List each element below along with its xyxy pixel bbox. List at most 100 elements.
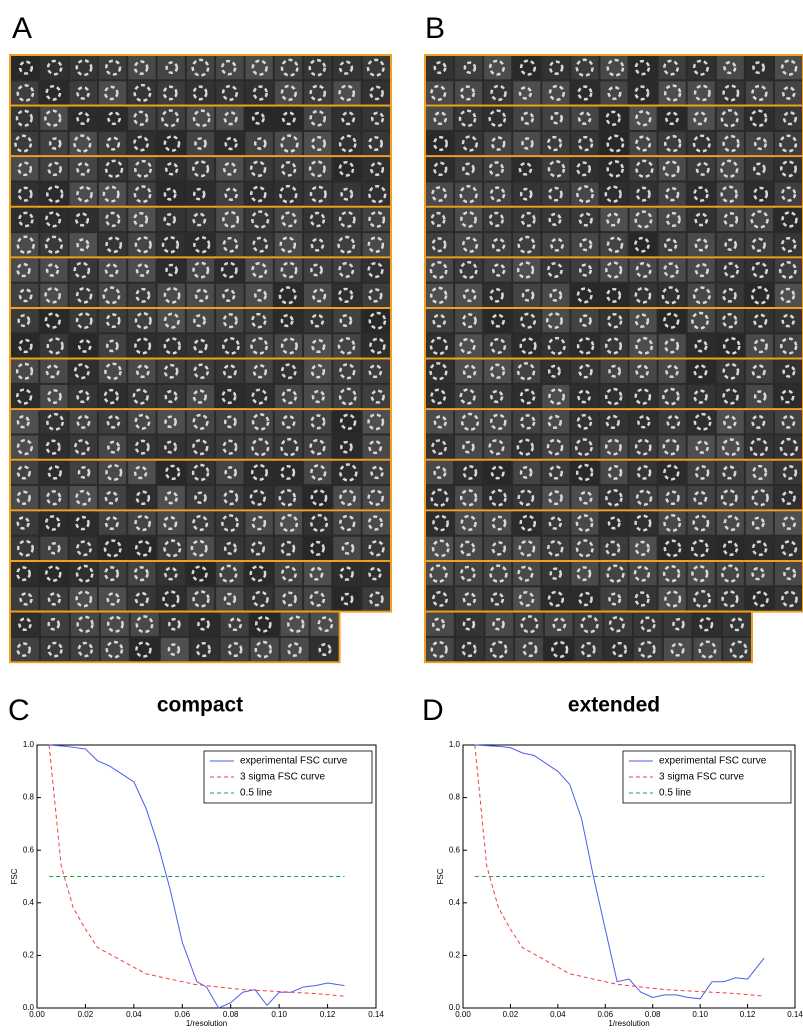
image-tile: [333, 587, 361, 611]
image-tile: [40, 81, 68, 105]
particle: [310, 313, 325, 328]
image-tile: [245, 460, 273, 485]
image-tile: [745, 562, 773, 586]
particle: [519, 59, 537, 76]
image-tile: [245, 359, 273, 383]
y-axis-label: FSC: [436, 868, 445, 884]
particle: [461, 641, 477, 658]
image-tile: [98, 486, 127, 510]
image-tile: [69, 486, 97, 510]
image-tile: [362, 233, 390, 257]
image-tile: [186, 233, 215, 257]
image-tile: [274, 106, 303, 130]
particle: [370, 389, 385, 404]
x-tick-label: 0.08: [645, 1010, 661, 1019]
particle: [723, 262, 740, 278]
image-tile: [513, 511, 541, 535]
image-tile: [455, 81, 483, 105]
particle: [459, 85, 476, 101]
image-tile: [600, 157, 628, 181]
particle: [691, 311, 709, 330]
particle: [14, 134, 33, 153]
particle: [635, 186, 651, 202]
image-tile: [157, 56, 185, 80]
particle: [195, 641, 211, 658]
particle: [105, 211, 121, 228]
image-tile: [69, 410, 97, 434]
particle: [780, 389, 795, 404]
particle: [280, 540, 296, 556]
particle: [16, 388, 33, 405]
particle: [76, 111, 90, 125]
image-tile: [629, 182, 657, 206]
particle: [634, 514, 652, 532]
image-tile: [128, 309, 156, 333]
particle: [17, 161, 33, 177]
particle: [309, 591, 326, 607]
image-tile: [11, 56, 39, 80]
particle: [722, 288, 737, 303]
particle: [607, 465, 623, 480]
image-tile: [304, 131, 332, 156]
image-tile: [571, 283, 599, 307]
particle: [782, 465, 798, 480]
image-tile: [484, 334, 512, 358]
particle: [518, 539, 536, 557]
image-tile: [333, 106, 361, 130]
image-tile: [745, 233, 773, 257]
particle: [752, 590, 769, 608]
particle: [369, 337, 386, 355]
particle: [577, 85, 593, 101]
image-tile: [774, 334, 802, 358]
image-tile: [629, 81, 657, 105]
image-tile: [455, 131, 483, 156]
particle: [516, 261, 535, 279]
image-tile: [658, 258, 686, 282]
particle: [546, 438, 564, 456]
particle: [280, 565, 297, 582]
image-tile: [186, 157, 215, 181]
particle: [251, 515, 267, 531]
image-tile: [687, 334, 715, 358]
particle: [606, 287, 622, 303]
image-tile: [745, 182, 773, 206]
particle: [337, 287, 354, 304]
image-tile: [484, 511, 512, 535]
image-tile: [304, 258, 332, 282]
image-tile: [774, 309, 802, 333]
image-tile: [745, 486, 773, 510]
particle: [518, 591, 535, 607]
image-tile: [426, 131, 454, 156]
legend-label: 0.5 line: [659, 788, 692, 799]
image-tile: [629, 309, 657, 333]
particle: [76, 615, 94, 633]
image-tile: [216, 384, 244, 409]
particle: [18, 211, 34, 228]
image-tile: [455, 587, 483, 611]
image-tile: [600, 410, 628, 434]
particle: [309, 109, 327, 127]
particle: [367, 515, 384, 531]
image-tile: [687, 486, 715, 510]
image-tile: [157, 182, 185, 206]
image-tile: [98, 384, 127, 409]
particle: [779, 134, 798, 153]
particle: [549, 567, 563, 580]
image-tile: [716, 334, 744, 358]
image-tile: [484, 207, 512, 232]
image-tile: [723, 612, 751, 636]
particle: [672, 617, 685, 631]
particle: [340, 440, 353, 454]
image-tile: [69, 309, 97, 333]
image-tile: [274, 157, 303, 181]
particle: [577, 389, 591, 404]
image-tile: [484, 384, 512, 409]
particle: [521, 289, 535, 302]
image-tile: [485, 612, 514, 636]
x-tick-label: 0.04: [550, 1010, 566, 1019]
image-tile: [571, 562, 599, 586]
particle: [102, 286, 121, 305]
particle: [751, 364, 766, 379]
legend-label: 3 sigma FSC curve: [240, 772, 325, 783]
particle: [605, 261, 623, 279]
